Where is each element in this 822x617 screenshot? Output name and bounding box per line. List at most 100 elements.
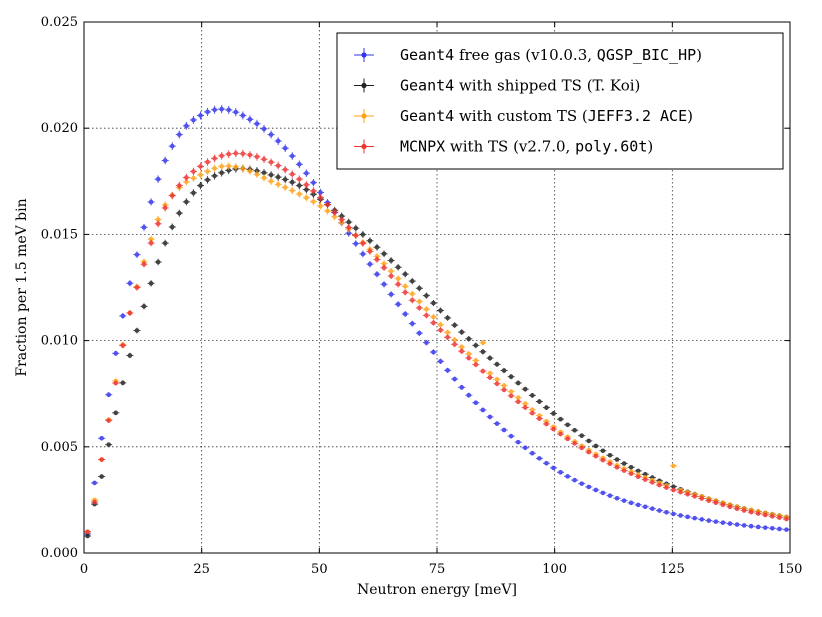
marker — [621, 468, 627, 473]
marker — [642, 504, 648, 510]
data-point — [401, 311, 409, 317]
marker — [155, 176, 161, 182]
marker — [353, 233, 359, 238]
marker — [424, 306, 429, 312]
data-point — [267, 130, 275, 139]
marker — [487, 355, 493, 361]
marker — [600, 448, 606, 454]
marker — [452, 342, 457, 347]
data-point — [218, 162, 226, 171]
y-tick-label: 0.000 — [41, 546, 78, 561]
data-point — [147, 280, 155, 287]
data-point — [288, 186, 296, 195]
marker — [297, 162, 302, 167]
marker — [353, 241, 359, 246]
marker — [508, 393, 514, 399]
y-tick-label: 0.025 — [41, 15, 78, 30]
legend-label-mono-part: poly.60t — [575, 138, 647, 156]
marker — [198, 164, 203, 169]
marker — [501, 368, 507, 373]
marker — [332, 214, 337, 220]
y-tick-label: 0.015 — [41, 227, 78, 242]
marker — [607, 452, 613, 458]
marker — [522, 386, 528, 392]
marker — [579, 481, 585, 486]
legend-label-mono-part: JEFF3.2 ACE — [588, 107, 687, 125]
data-point — [204, 158, 212, 166]
marker — [734, 506, 740, 512]
marker — [127, 280, 133, 286]
marker — [628, 464, 634, 470]
marker — [268, 172, 274, 178]
data-point — [324, 207, 332, 215]
marker — [141, 261, 147, 267]
data-point — [316, 202, 325, 210]
data-point — [274, 173, 282, 181]
data-point — [684, 491, 692, 497]
x-tick-label: 150 — [778, 562, 803, 577]
marker — [431, 314, 436, 320]
data-point — [754, 511, 762, 516]
marker — [297, 191, 302, 197]
marker — [304, 182, 309, 188]
data-point — [175, 181, 183, 190]
data-point — [380, 250, 388, 258]
data-point — [140, 260, 148, 268]
marker — [374, 271, 380, 277]
marker — [600, 490, 606, 496]
data-point — [189, 167, 197, 176]
marker — [297, 183, 302, 188]
marker — [261, 156, 267, 162]
marker — [466, 336, 472, 342]
marker — [240, 151, 246, 156]
marker — [367, 261, 373, 267]
marker — [106, 418, 112, 423]
marker — [134, 328, 140, 333]
axis-ticks: 0 25 50 75 100 125 150 0.000 0.005 0.010 0.015 0.02… — [41, 15, 803, 577]
data-point — [549, 426, 558, 432]
data-point — [620, 498, 628, 503]
marker — [212, 166, 217, 171]
data-point — [373, 256, 381, 263]
marker — [438, 308, 443, 313]
data-point — [549, 411, 558, 416]
marker — [522, 445, 528, 451]
marker — [579, 433, 585, 438]
data-point — [606, 461, 614, 467]
data-point — [761, 525, 769, 530]
data-point — [486, 374, 494, 381]
marker — [127, 310, 133, 316]
marker — [621, 498, 627, 503]
data-point — [669, 487, 678, 493]
data-point — [331, 208, 339, 216]
marker — [318, 190, 323, 195]
data-point — [465, 355, 473, 361]
data-point — [218, 105, 226, 114]
data-point — [140, 223, 148, 231]
marker — [402, 284, 408, 289]
data-point — [599, 448, 607, 454]
marker — [85, 529, 90, 535]
marker — [148, 281, 154, 286]
marker — [113, 351, 119, 356]
data-point — [119, 380, 127, 386]
data-point — [253, 170, 261, 179]
legend-item: Geant4 free gas (v10.0.3, QGSP_BIC_HP) — [354, 46, 702, 64]
marker — [402, 311, 408, 317]
data-point — [705, 518, 713, 523]
marker — [127, 353, 133, 358]
data-point — [225, 162, 233, 170]
data-point — [204, 176, 212, 184]
data-point — [408, 277, 416, 285]
marker — [233, 151, 239, 156]
marker — [593, 453, 599, 459]
data-point — [274, 161, 282, 170]
marker — [713, 519, 719, 524]
data-point — [669, 463, 678, 469]
marker — [501, 387, 507, 393]
data-point — [225, 150, 233, 158]
marker — [247, 117, 253, 122]
x-tick-label: 100 — [542, 562, 567, 577]
data-point — [352, 224, 360, 232]
legend-label-mono-part: Geant4 — [400, 107, 454, 125]
